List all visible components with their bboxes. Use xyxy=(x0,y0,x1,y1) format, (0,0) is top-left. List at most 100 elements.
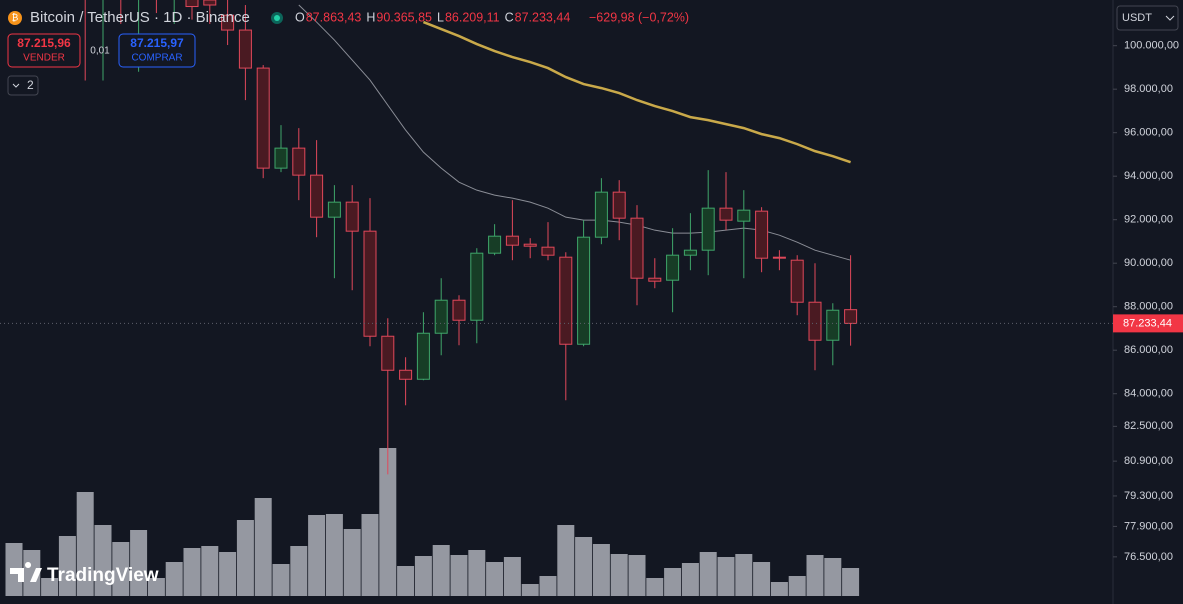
indicators-button[interactable] xyxy=(7,75,39,96)
candle-body xyxy=(559,256,573,345)
volume-bar xyxy=(147,578,165,596)
candle-body xyxy=(666,254,680,281)
sell-button[interactable] xyxy=(7,33,81,68)
candle-body xyxy=(612,191,626,219)
candle-body xyxy=(185,0,199,8)
volume-bar xyxy=(272,564,290,596)
candle-body xyxy=(541,246,555,256)
volume-layer xyxy=(5,448,860,596)
volume-bar xyxy=(58,536,76,596)
buy-label: COMPRAR xyxy=(131,53,182,64)
volume-bar xyxy=(219,552,237,596)
y-tick-label: 86.000,00 xyxy=(1124,344,1173,356)
candle-body xyxy=(221,14,235,31)
volume-bar xyxy=(112,542,130,596)
volume-bar xyxy=(450,555,468,596)
y-tick-label: 80.900,00 xyxy=(1124,455,1173,467)
candle-body xyxy=(772,256,786,259)
volume-bar xyxy=(646,578,664,596)
volume-bar xyxy=(397,566,415,596)
volume-bar xyxy=(325,514,343,596)
candle-body xyxy=(683,249,697,256)
logo-icon xyxy=(10,562,42,582)
ohlc-key: O xyxy=(295,10,305,24)
y-tick-label: 100.000,00 xyxy=(1124,40,1179,52)
y-tick-label: 92.000,00 xyxy=(1124,214,1173,226)
volume-bar xyxy=(842,568,860,596)
status-dot-core xyxy=(274,15,280,21)
candle-body xyxy=(256,67,270,169)
symbol: Bitcoin / TetherUS · 1D · Binance xyxy=(30,9,250,26)
buy-button[interactable] xyxy=(118,33,196,68)
ohlc-value: 90.365,85 xyxy=(376,10,432,24)
coin-glyph: ₿ xyxy=(12,12,19,22)
candle-body xyxy=(381,335,395,371)
candle-body xyxy=(790,259,804,303)
volume-bar xyxy=(539,576,557,596)
volume-bar xyxy=(254,498,272,596)
candle-body xyxy=(363,230,377,337)
volume-bar xyxy=(788,576,806,596)
y-tick-label: 76.500,00 xyxy=(1124,551,1173,563)
last-price-tag xyxy=(1113,314,1183,333)
candle-body xyxy=(434,299,448,334)
volume-bar xyxy=(183,548,201,596)
buy-price: 87.215,97 xyxy=(130,36,184,50)
chevron xyxy=(1165,15,1175,21)
change: −629,98 (−0,72%) xyxy=(589,10,689,24)
volume-bar xyxy=(414,556,432,596)
volume-bar xyxy=(486,562,504,596)
volume-bar xyxy=(717,557,735,596)
volume-bar xyxy=(735,554,753,596)
volume-bar xyxy=(699,552,717,596)
y-tick-label: 84.000,00 xyxy=(1124,388,1173,400)
currency-button[interactable] xyxy=(1116,5,1179,31)
currency: USDT xyxy=(1122,12,1152,24)
candle-body xyxy=(648,277,662,282)
volume-bar xyxy=(379,448,397,596)
volume-bar xyxy=(76,492,94,596)
candle-body xyxy=(310,174,324,218)
volume-bar xyxy=(824,558,842,596)
sell-price: 87.215,96 xyxy=(17,36,71,50)
y-tick-label: 98.000,00 xyxy=(1124,83,1173,95)
volume-bar xyxy=(130,530,148,596)
candle-body xyxy=(416,332,430,380)
volume-bar xyxy=(770,582,788,596)
moving-average xyxy=(422,20,851,164)
price-axis: 100.000,00 98.000,00 96.000,00 94.000,00 92.… xyxy=(1113,40,1179,563)
indicators-count: 2 xyxy=(27,78,34,92)
candle-layer xyxy=(84,0,858,475)
candle-body xyxy=(737,209,751,222)
candle-body xyxy=(701,207,715,251)
volume-bar xyxy=(503,557,521,596)
chevron xyxy=(12,83,20,88)
ohlc-key: L xyxy=(437,10,444,24)
candle-body xyxy=(577,236,591,345)
volume-bar xyxy=(201,546,219,596)
y-tick-label: 96.000,00 xyxy=(1124,127,1173,139)
ohlc: O 87.863,43 H 90.365,85 L 86.209,11 C 87.233,44 xyxy=(295,10,570,24)
candle-body xyxy=(238,29,252,69)
volume-bar xyxy=(165,562,183,596)
candle-body xyxy=(327,201,341,218)
logo: TradingView xyxy=(10,562,159,586)
volume-bar xyxy=(681,563,699,596)
volume-bar xyxy=(575,537,593,596)
volume-bar xyxy=(521,584,539,596)
y-tick-label: 77.900,00 xyxy=(1124,520,1173,532)
logo-text: TradingView xyxy=(47,565,159,586)
candle-body xyxy=(523,243,537,247)
candle-body xyxy=(274,147,288,169)
candle-body xyxy=(452,299,466,321)
candle-body xyxy=(594,191,608,238)
ohlc-value: 87.863,43 xyxy=(306,10,362,24)
volume-bar xyxy=(592,544,610,596)
ohlc-value: 87.233,44 xyxy=(515,10,571,24)
volume-bar xyxy=(361,514,379,596)
candle-body xyxy=(399,369,413,380)
candle-body xyxy=(203,0,217,6)
volume-bar xyxy=(343,529,361,596)
